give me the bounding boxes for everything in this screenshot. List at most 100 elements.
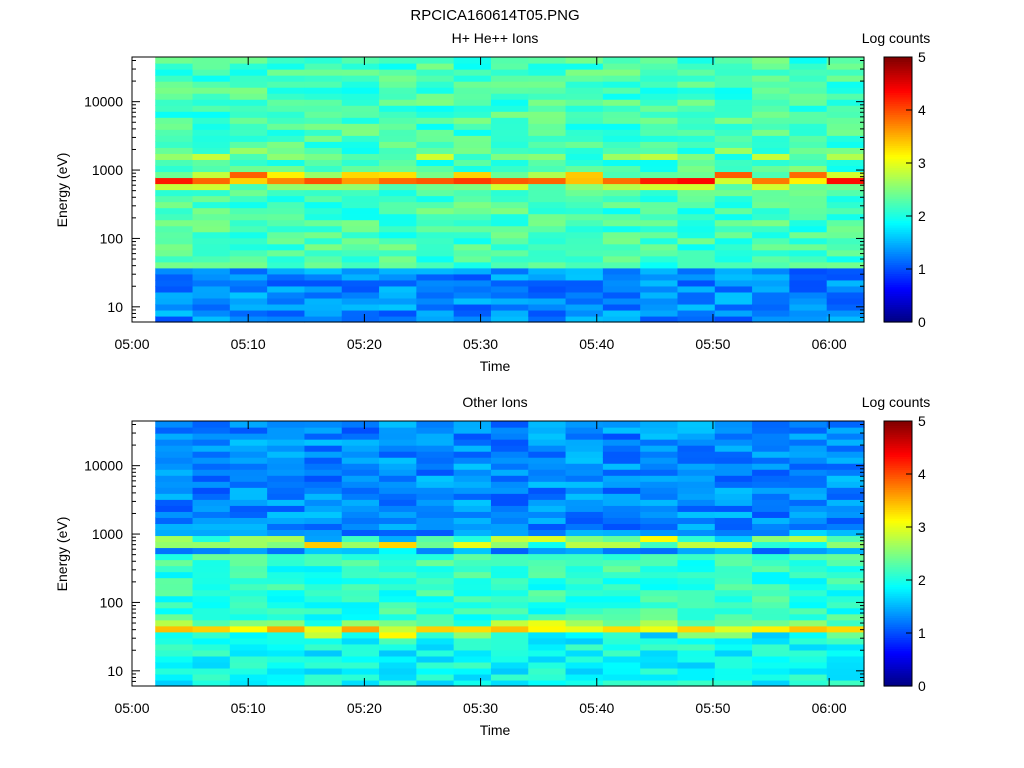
colorbar-step xyxy=(884,213,912,217)
colorbar-step xyxy=(884,580,912,583)
heatmap-cell xyxy=(341,93,380,100)
heatmap-cell xyxy=(528,123,567,130)
heatmap-cell xyxy=(714,147,753,154)
panel-2-plot-frame xyxy=(131,420,865,687)
heatmap-cell xyxy=(416,303,455,311)
heatmap-cell xyxy=(640,667,679,675)
heatmap-cell xyxy=(528,583,567,591)
heatmap-cell xyxy=(229,111,268,118)
heatmap-cell xyxy=(565,267,604,275)
heatmap-cell xyxy=(565,261,604,269)
colorbar-step xyxy=(884,187,912,191)
heatmap-cell xyxy=(416,463,455,470)
heatmap-cell xyxy=(267,637,306,645)
heatmap-cell xyxy=(304,297,343,305)
heatmap-cell xyxy=(640,63,679,70)
heatmap-cell xyxy=(714,87,753,94)
heatmap-cell xyxy=(267,219,306,227)
heatmap-cell xyxy=(453,219,492,227)
heatmap-cell xyxy=(565,487,604,494)
heatmap-cell xyxy=(341,571,380,579)
heatmap-cell xyxy=(677,439,716,446)
heatmap-cell xyxy=(640,69,679,76)
heatmap-cell xyxy=(379,237,417,245)
heatmap-cell xyxy=(453,505,492,512)
heatmap-cell xyxy=(640,433,679,440)
heatmap-cell xyxy=(341,303,380,311)
heatmap-cell xyxy=(565,249,604,257)
heatmap-cell xyxy=(155,165,194,173)
heatmap-cell xyxy=(677,595,716,603)
heatmap-cell xyxy=(379,243,417,251)
heatmap-cell xyxy=(267,159,306,167)
heatmap-cell xyxy=(565,577,604,585)
heatmap-cell xyxy=(267,565,306,573)
heatmap-cell xyxy=(640,279,679,287)
heatmap-cell xyxy=(453,427,492,434)
heatmap-cell xyxy=(155,111,194,118)
panel-1-title: H+ He++ Ions xyxy=(452,30,539,46)
heatmap-cell xyxy=(304,601,343,609)
heatmap-cell xyxy=(714,559,753,567)
heatmap-cell xyxy=(229,309,268,317)
heatmap-cell xyxy=(341,499,380,506)
heatmap-cell xyxy=(528,213,567,221)
heatmap-cell xyxy=(565,529,604,537)
colorbar-step xyxy=(884,275,912,279)
heatmap-cell xyxy=(826,225,865,233)
heatmap-cell xyxy=(229,475,268,482)
heatmap-cell xyxy=(304,451,343,458)
heatmap-cell xyxy=(155,517,194,524)
heatmap-cell xyxy=(602,595,641,603)
panel-2-x-axis: 05:00 05:10 05:20 05:30 05:40 05:50 06:00 xyxy=(114,421,847,716)
heatmap-cell xyxy=(789,625,828,633)
heatmap-cell xyxy=(304,619,343,627)
heatmap-cell xyxy=(379,505,417,512)
heatmap-cell xyxy=(714,619,753,627)
heatmap-cell xyxy=(714,499,753,506)
heatmap-cell xyxy=(789,93,828,100)
colorbar-step xyxy=(884,652,912,656)
colorbar-step xyxy=(884,154,912,157)
heatmap-cell xyxy=(565,553,604,561)
heatmap-cell xyxy=(229,433,268,440)
heatmap-cell xyxy=(565,279,604,287)
heatmap-cell xyxy=(192,129,231,136)
heatmap-cell xyxy=(341,421,380,428)
heatmap-cell xyxy=(826,427,865,434)
heatmap-cell xyxy=(826,469,865,476)
heatmap-cell xyxy=(602,189,641,197)
heatmap-cell xyxy=(528,667,567,675)
colorbar-step xyxy=(884,619,912,623)
heatmap-cell xyxy=(379,541,417,549)
heatmap-cell xyxy=(640,589,679,597)
heatmap-cell xyxy=(155,255,194,263)
heatmap-cell xyxy=(490,667,529,675)
heatmap-cell xyxy=(229,637,268,645)
colorbar-step xyxy=(884,302,912,305)
heatmap-cell xyxy=(640,499,679,506)
heatmap-cell xyxy=(714,517,753,524)
heatmap-cell xyxy=(789,141,828,148)
heatmap-cell xyxy=(714,291,753,299)
heatmap-cell xyxy=(602,111,641,118)
heatmap-cell xyxy=(602,421,641,428)
heatmap-cell xyxy=(192,427,231,434)
heatmap-cell xyxy=(267,457,306,464)
y-tick-label: 1000 xyxy=(92,162,123,178)
colorbar-step xyxy=(884,282,912,286)
heatmap-cell xyxy=(602,171,641,179)
colorbar-step xyxy=(884,116,912,120)
heatmap-cell xyxy=(826,475,865,482)
heatmap-cell xyxy=(752,493,790,500)
heatmap-cell xyxy=(789,577,828,585)
heatmap-cell xyxy=(789,613,828,621)
heatmap-cell xyxy=(379,613,417,621)
heatmap-cell xyxy=(490,439,529,446)
colorbar-step xyxy=(884,604,912,608)
heatmap-cell xyxy=(826,117,865,124)
heatmap-cell xyxy=(453,153,492,160)
heatmap-cell xyxy=(229,643,268,651)
heatmap-cell xyxy=(416,457,455,464)
heatmap-cell xyxy=(267,487,306,494)
